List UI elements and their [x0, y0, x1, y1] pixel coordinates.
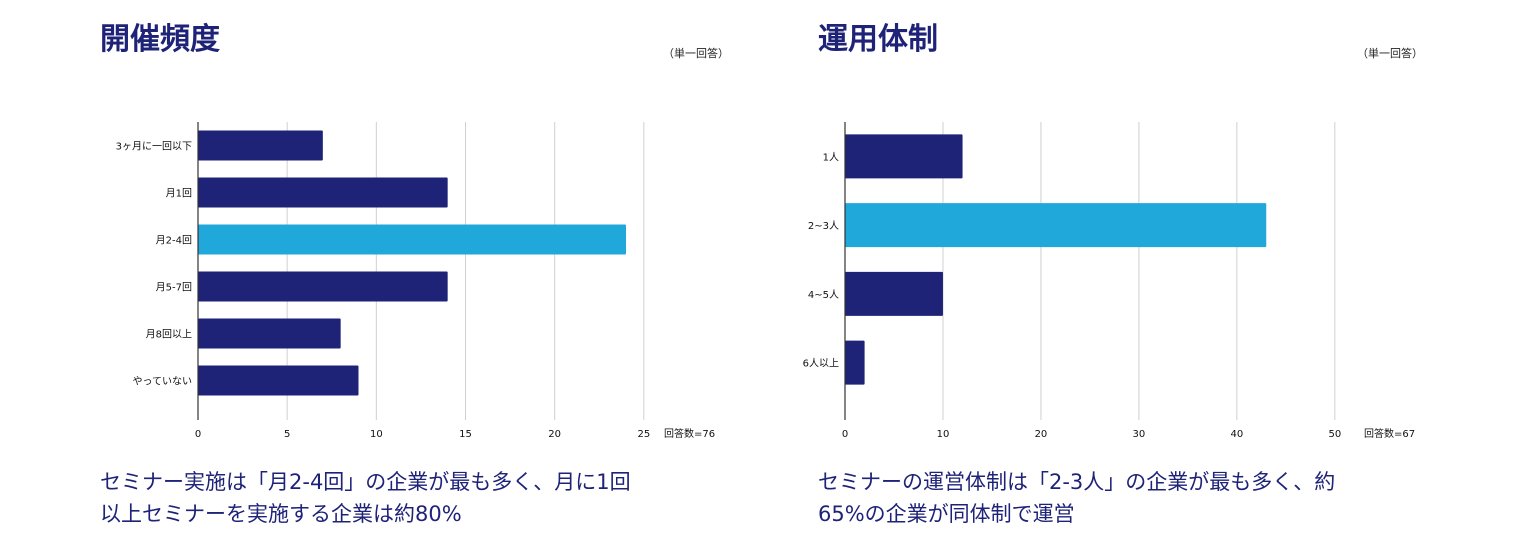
caption-line: セミナー実施は「月2-4回」の企業が最も多く、月に1回 — [100, 470, 631, 494]
unit-note: （単一回答） — [1357, 47, 1423, 60]
panel-frequency: 開催頻度 （単一回答） 0 5 10 15 20 25 3ヶ月に一回以下月1回月2-4回月5… — [0, 0, 764, 544]
y-category-label: 月5-7回 — [156, 282, 192, 294]
caption-line: 65%の企業が同体制で運営 — [818, 502, 1075, 526]
y-category-label: 2~3人 — [808, 220, 839, 232]
bar — [845, 203, 1267, 248]
response-count-note: 回答数=76 — [664, 427, 715, 440]
panel-operation: 運用体制 （単一回答） 0 10 20 30 40 50 1人 2~3人 4~5人 6人以上回答数… — [764, 0, 1529, 544]
caption: セミナー実施は「月2-4回」の企業が最も多く、月に1回 以上セミナーを実施する企… — [100, 466, 631, 530]
bar — [198, 271, 448, 302]
x-tick-label: 0 — [195, 429, 201, 440]
x-tick-label: 50 — [1328, 429, 1341, 440]
caption-line: 以上セミナーを実施する企業は約80% — [100, 502, 462, 526]
caption: セミナーの運営体制は「2-3人」の企業が最も多く、約 65%の企業が同体制で運営 — [818, 466, 1335, 530]
bar — [845, 340, 865, 385]
x-tick-label: 5 — [284, 429, 290, 440]
y-category-label: やっていない — [133, 376, 193, 388]
unit-note: （単一回答） — [663, 47, 729, 60]
bar-chart-frequency: 0 5 10 15 20 25 3ヶ月に一回以下月1回月2-4回月5-7回月8回以上やってい… — [116, 122, 715, 440]
chart-title: 開催頻度 — [100, 22, 220, 57]
bar — [845, 134, 963, 179]
x-tick-label: 40 — [1230, 429, 1243, 440]
x-tick-label: 10 — [937, 429, 950, 440]
bar — [198, 130, 323, 161]
bar — [198, 224, 626, 255]
x-tick-label: 15 — [459, 429, 472, 440]
bar — [845, 271, 943, 316]
y-category-label: 6人以上 — [803, 358, 839, 370]
x-tick-label: 25 — [637, 429, 650, 440]
response-count-note: 回答数=67 — [1364, 427, 1415, 440]
y-category-label: 月2-4回 — [156, 235, 192, 247]
bar — [198, 318, 341, 349]
x-tick-label: 30 — [1133, 429, 1146, 440]
caption-line: セミナーの運営体制は「2-3人」の企業が最も多く、約 — [818, 470, 1336, 494]
y-category-label: 月1回 — [166, 188, 192, 200]
chart-title: 運用体制 — [818, 22, 938, 57]
x-tick-label: 10 — [370, 429, 383, 440]
x-tick-label: 20 — [548, 429, 561, 440]
bar — [198, 365, 359, 396]
x-tick-label: 20 — [1035, 429, 1048, 440]
y-category-label: 月8回以上 — [146, 329, 192, 341]
bar — [198, 177, 448, 208]
x-tick-label: 0 — [842, 429, 848, 440]
y-category-label: 4~5人 — [808, 289, 839, 301]
y-category-label: 3ヶ月に一回以下 — [116, 141, 192, 153]
y-category-label: 1人 — [823, 151, 839, 163]
